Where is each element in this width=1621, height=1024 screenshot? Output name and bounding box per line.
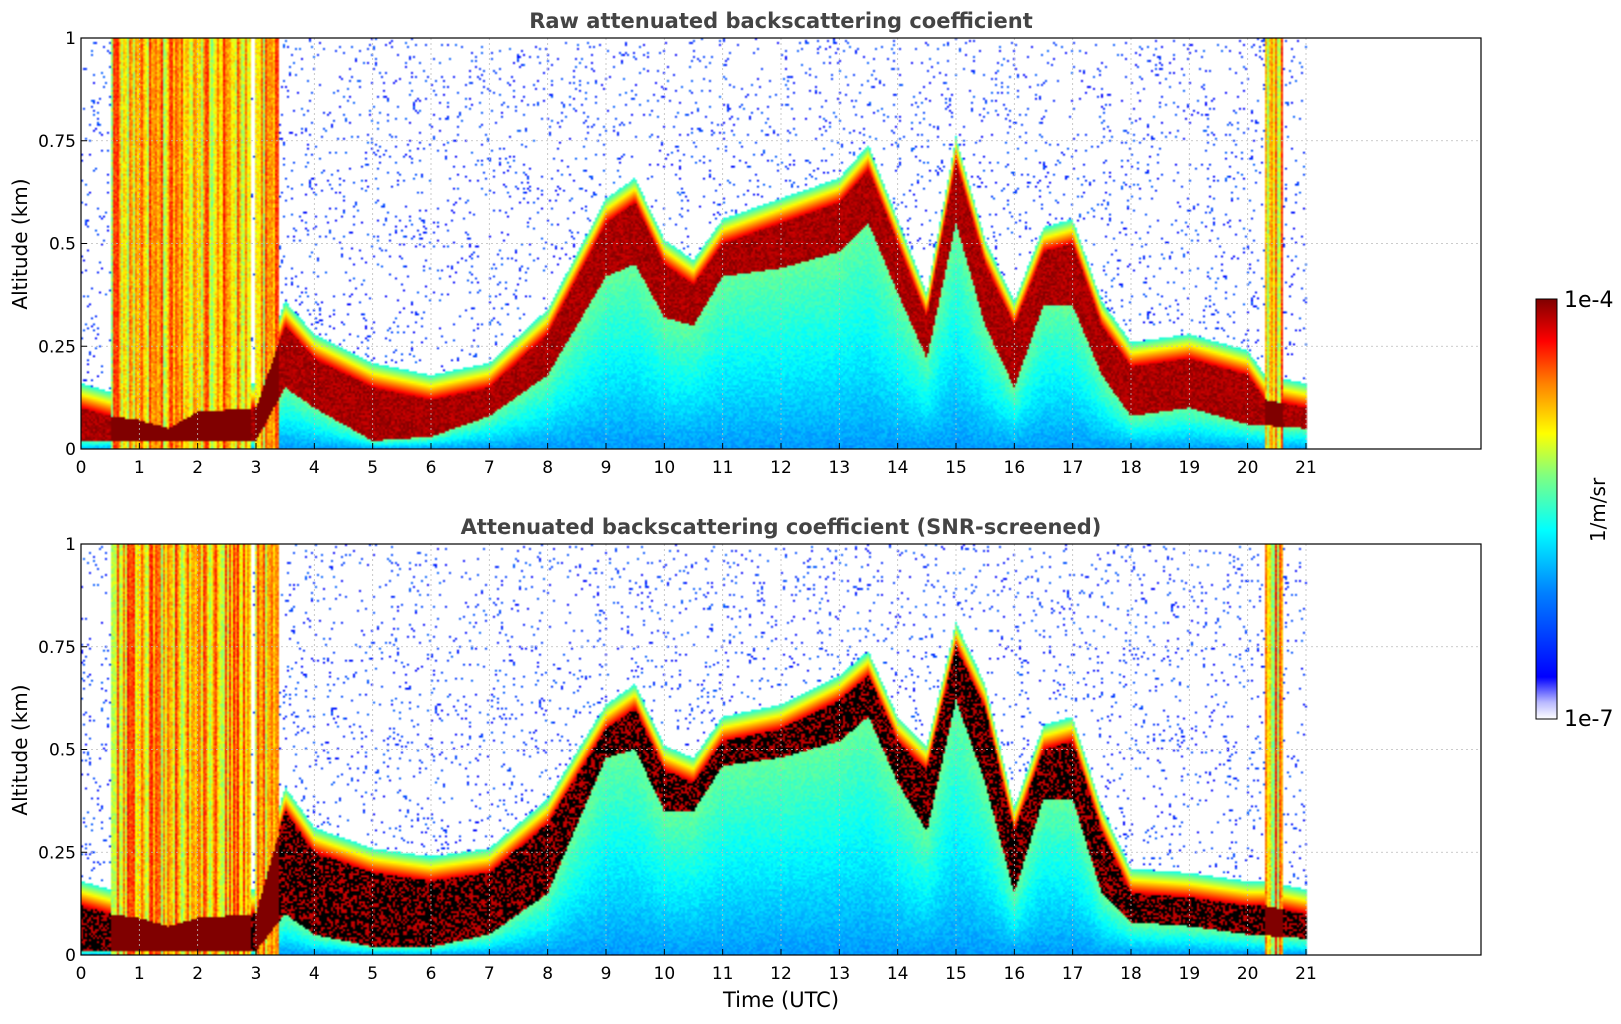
x-axis-label: Time (UTC) [722,988,839,1012]
x-tick-label: 6 [426,964,437,984]
y-tick-label: 0 [65,440,76,460]
colorbar-max-label: 1e-4 [1564,288,1613,313]
x-tick-label: 20 [1237,458,1259,478]
x-tick-label: 7 [484,458,495,478]
x-tick-label: 14 [887,964,909,984]
y-tick-label: 0.75 [38,638,76,658]
x-tick-label: 15 [945,458,967,478]
grid-lines [81,544,1481,955]
x-tick-label: 9 [601,964,612,984]
x-tick-label: 13 [829,458,851,478]
plot-frame [80,37,1482,450]
x-tick-label: 18 [1120,964,1142,984]
x-tick-label: 20 [1237,964,1259,984]
x-tick-label: 12 [770,458,792,478]
x-tick-label: 19 [1179,964,1201,984]
colorbar-min-label: 1e-7 [1564,707,1613,732]
x-tick-label: 12 [770,964,792,984]
x-tick-label: 13 [829,964,851,984]
x-tick-label: 1 [134,964,145,984]
x-tick-label: 4 [309,964,320,984]
y-tick-label: 0.75 [38,132,76,152]
y-axis-label: Altitude (km) [8,178,32,309]
x-tick-label: 8 [542,458,553,478]
x-tick-label: 1 [134,458,145,478]
snr-screened-panel: Attenuated backscattering coefficient (S… [8,515,1482,1012]
x-tick-label: 15 [945,964,967,984]
x-tick-label: 7 [484,964,495,984]
x-tick-label: 19 [1179,458,1201,478]
x-tick-label: 11 [712,458,734,478]
colorbar-unit-label: 1/m/sr [1586,477,1610,542]
x-tick-label: 3 [251,964,262,984]
grid-lines [81,38,1481,449]
x-tick-label: 2 [192,964,203,984]
y-tick-label: 0.25 [38,843,76,863]
raw-backscatter-panel: Raw attenuated backscattering coefficien… [8,9,1482,478]
x-tick-label: 5 [367,458,378,478]
x-tick-label: 14 [887,458,909,478]
x-tick-label: 0 [76,964,87,984]
y-tick-label: 0 [65,946,76,966]
x-tick-label: 8 [542,964,553,984]
y-tick-label: 1 [65,29,76,49]
x-tick-label: 18 [1120,458,1142,478]
y-axis-label: Altitude (km) [8,684,32,815]
y-tick-label: 0.5 [49,235,76,255]
x-tick-label: 9 [601,458,612,478]
x-tick-label: 3 [251,458,262,478]
x-tick-label: 11 [712,964,734,984]
x-tick-label: 16 [1004,964,1026,984]
y-tick-label: 1 [65,535,76,555]
x-tick-label: 6 [426,458,437,478]
x-tick-label: 16 [1004,458,1026,478]
axis-ticks: 0 1 2 3 4 5 6 7 8 9 10 11 12 13 14 15 16 17 18 19 20 2100.250… [38,535,1317,984]
x-tick-label: 21 [1295,964,1317,984]
x-tick-label: 10 [654,458,676,478]
y-tick-label: 0.25 [38,337,76,357]
x-tick-label: 4 [309,458,320,478]
x-tick-label: 2 [192,458,203,478]
x-tick-label: 0 [76,458,87,478]
x-tick-label: 17 [1062,458,1084,478]
y-tick-label: 0.5 [49,741,76,761]
panel-title: Raw attenuated backscattering coefficien… [529,9,1033,33]
x-tick-label: 10 [654,964,676,984]
colorbar: 1e-4 1e-7 1/m/sr [1535,288,1613,732]
x-tick-label: 17 [1062,964,1084,984]
colorbar-gradient [1535,298,1558,720]
x-tick-label: 21 [1295,458,1317,478]
plot-frame [80,543,1482,956]
panel-title: Attenuated backscattering coefficient (S… [461,515,1102,539]
axis-ticks: 0 1 2 3 4 5 6 7 8 9 10 11 12 13 14 15 16 17 18 19 20 2100.250… [38,29,1317,478]
x-tick-label: 5 [367,964,378,984]
